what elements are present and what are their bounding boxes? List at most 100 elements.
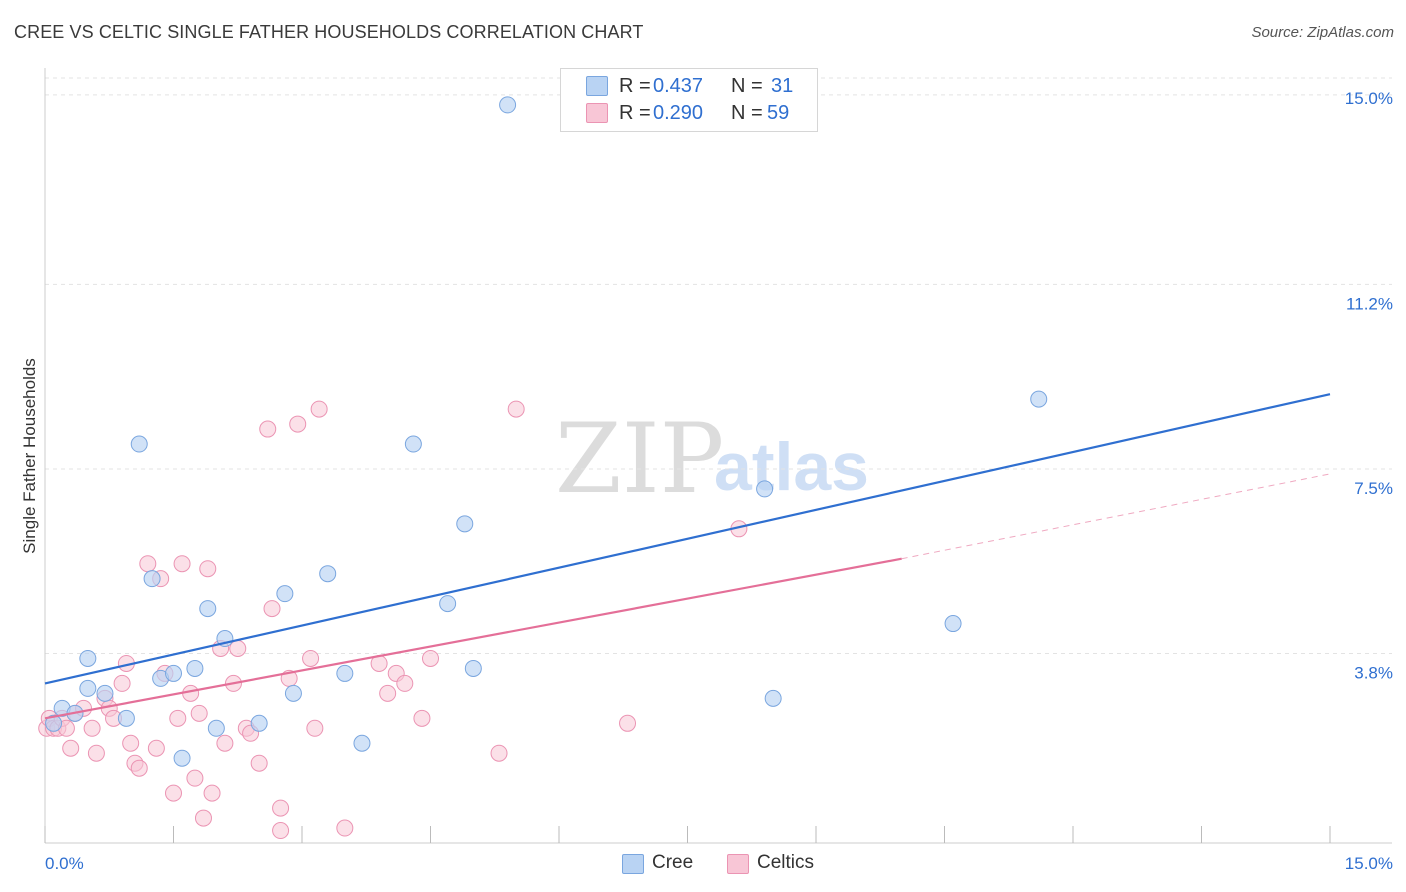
cree-point-28 [764,689,782,707]
celtics-point-45 [310,400,328,418]
celtics-point-44 [306,719,324,737]
cree-point-30 [1030,390,1048,408]
celtics-point-19 [139,555,157,573]
celtics-point-38 [259,420,277,438]
stats-legend: R = 0.437 N = 31 R = 0.290 N = 59 [560,68,818,132]
y-tick-labels: 3.8% 7.5% 11.2% 15.0% [1345,89,1393,682]
cree-point-21 [353,734,371,752]
celtics-point-30 [203,784,221,802]
celtics-r-label: R = [619,101,651,124]
celtics-point-46 [336,819,354,837]
cree-point-4 [79,679,97,697]
cree-r-value: 0.437 [653,74,704,97]
cree-point-14 [207,719,225,737]
cree-point-27 [756,480,774,498]
cree-point-3 [79,649,97,667]
cree-n-value: 31 [771,74,794,97]
x-tick-label-0: 0.0% [45,854,84,873]
cree-point-23 [439,595,457,613]
celtics-points [38,400,748,840]
celtics-point-48 [379,684,397,702]
celtics-point-6 [62,739,80,757]
cree-point-26 [499,96,517,114]
cree-trend-line [44,393,1331,685]
cree-point-20 [336,664,354,682]
source-credit: Source: ZipAtlas.com [1251,24,1394,41]
cree-point-24 [456,515,474,533]
y-tick-label-1: 7.5% [1354,479,1393,498]
cree-legend-swatch [622,854,644,874]
celtics-point-27 [186,769,204,787]
y-tick-label-0: 3.8% [1354,663,1393,682]
celtics-point-20 [147,739,165,757]
cree-n-label: N = [731,74,763,97]
celtics-point-52 [422,649,439,667]
celtics-legend-swatch [727,854,749,874]
cree-point-18 [284,684,302,702]
celtics-point-9 [83,719,101,737]
celtics-point-28 [190,704,208,722]
x-tick-labels: 0.0% 15.0% [45,854,1393,873]
celtics-legend-label: Celtics [757,852,815,873]
cree-point-6 [117,709,135,727]
celtics-point-18 [130,759,148,777]
celtics-n-label: N = [731,101,763,124]
celtics-r-value: 0.290 [653,101,704,124]
cree-point-11 [173,749,191,767]
celtics-point-37 [250,754,268,772]
cree-point-25 [464,659,482,677]
celtics-swatch [586,103,608,123]
celtics-point-10 [87,744,105,762]
trend-lines [44,393,1331,720]
celtics-point-29 [199,560,217,578]
cree-point-16 [250,714,268,732]
cree-point-7 [130,435,148,453]
celtics-point-23 [165,784,182,802]
y-tick-label-2: 11.2% [1346,294,1393,313]
celtics-n-value: 59 [767,101,790,124]
bottom-legend-celtics: Celtics [725,852,835,876]
celtics-point-25 [173,555,191,573]
celtics-point-39 [263,600,281,618]
cree-legend-label: Cree [652,852,694,873]
grid [45,77,1392,654]
celtics-point-42 [289,415,307,433]
celtics-point-54 [507,400,525,418]
celtics-point-16 [122,734,140,752]
cree-r-label: R = [619,74,651,97]
celtics-point-58 [194,809,212,827]
celtics-point-57 [272,822,290,840]
cree-point-5 [96,684,114,702]
cree-swatch [586,76,608,96]
watermark: ZIP atlas [555,403,869,515]
celtics-point-32 [216,734,234,752]
celtics-point-26 [182,684,200,702]
cree-point-0 [45,714,63,732]
cree-point-10 [165,664,182,682]
watermark-zip: ZIP [555,403,724,515]
y-axis-label: Single Father Households [20,358,39,554]
cree-point-13 [199,600,217,618]
celtics-trend-extension [901,473,1331,560]
celtics-point-40 [272,799,290,817]
cree-point-19 [319,565,337,583]
cree-point-29 [944,615,962,633]
celtics-point-51 [413,709,431,727]
celtics-point-50 [396,674,414,692]
x-tick-label-1: 15.0% [1345,854,1393,873]
celtics-trend-line [44,557,902,720]
cree-point-8 [143,570,161,588]
celtics-point-43 [302,649,320,667]
chart-title: CREE VS CELTIC SINGLE FATHER HOUSEHOLDS … [14,22,644,42]
cree-points [45,96,1048,767]
celtics-point-53 [490,744,508,762]
watermark-atlas: atlas [714,429,869,505]
celtics-point-55 [619,714,637,732]
celtics-point-24 [169,709,187,727]
celtics-point-14 [113,674,131,692]
y-tick-label-3: 15.0% [1345,89,1393,108]
cree-point-12 [186,659,204,677]
cree-point-17 [276,585,294,603]
cree-point-22 [404,435,422,453]
